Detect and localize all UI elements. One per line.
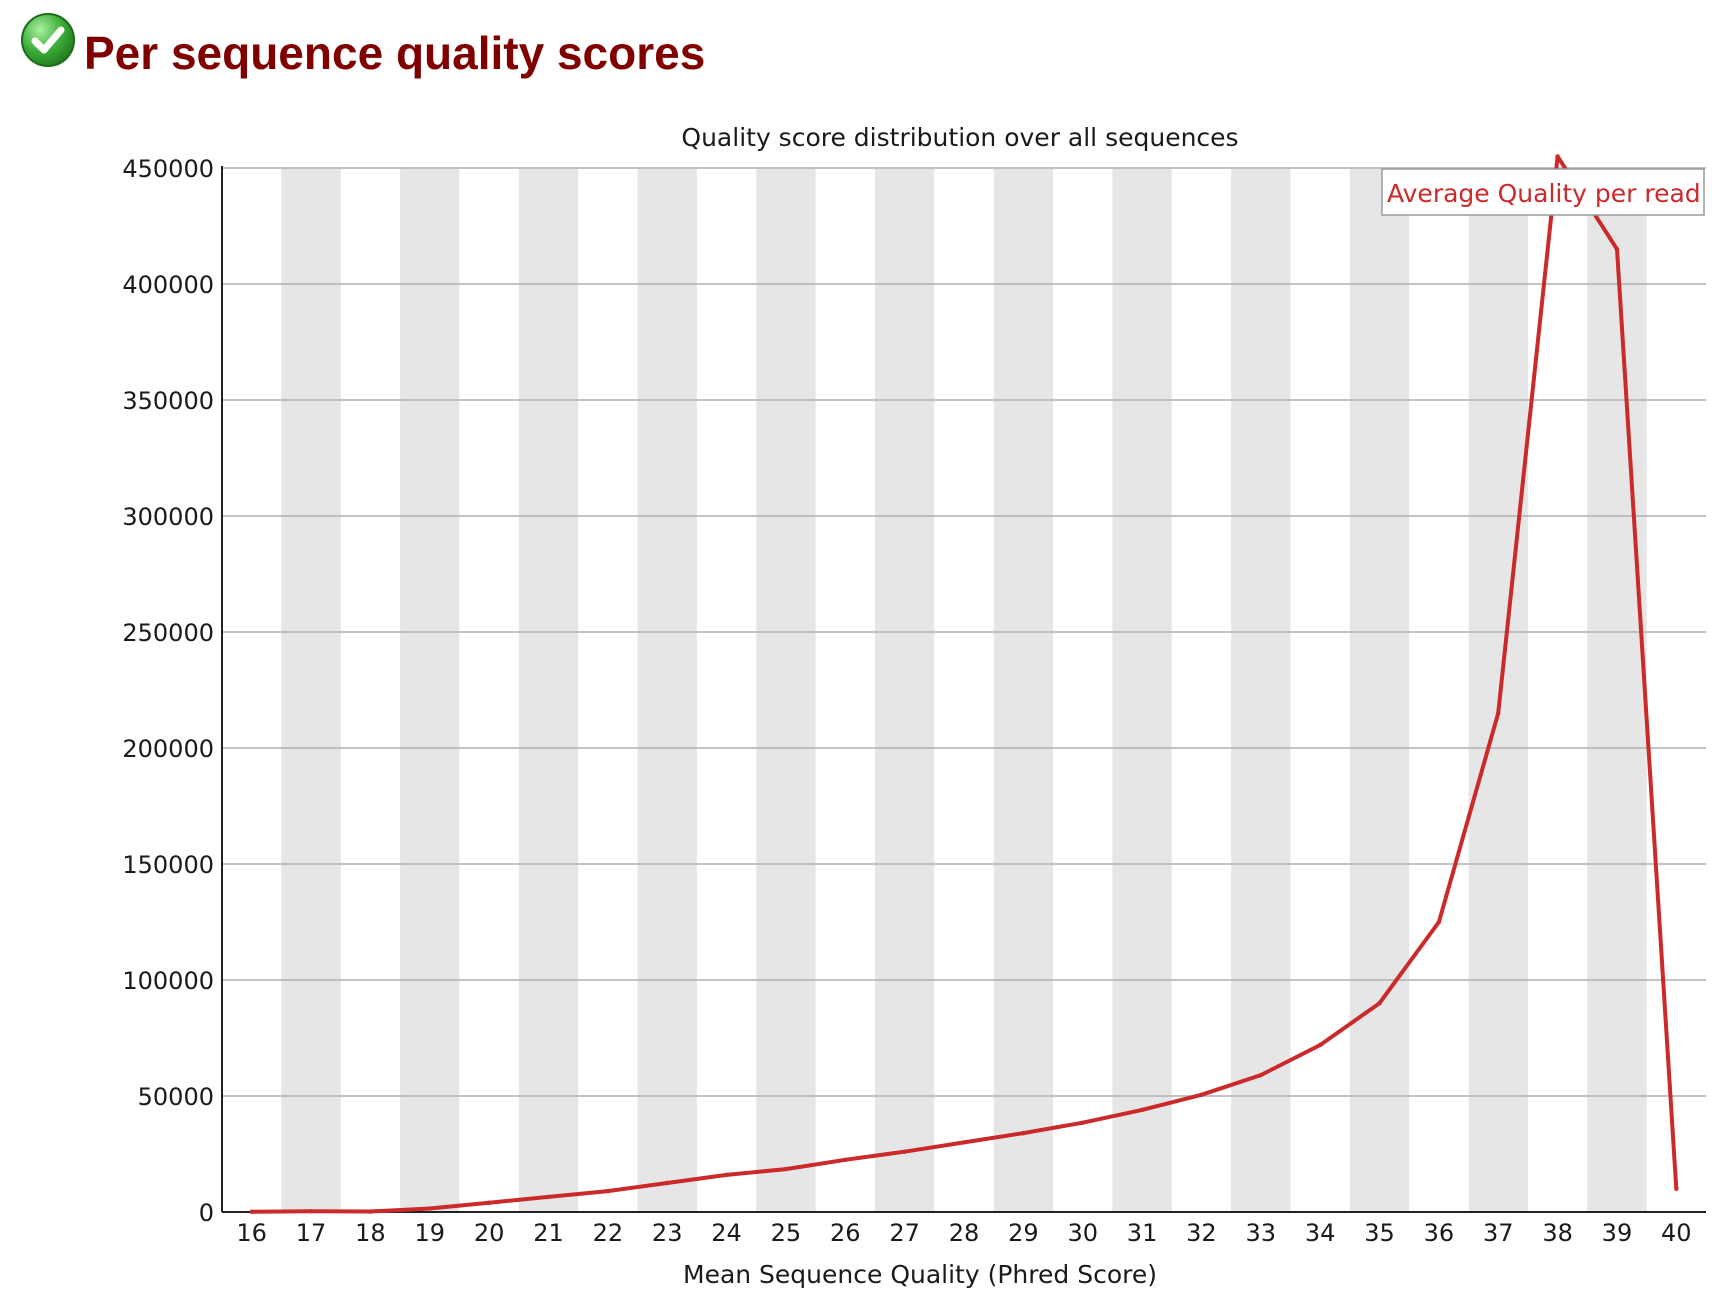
- y-tick-label: 200000: [122, 735, 214, 763]
- data-point: [1674, 1186, 1679, 1192]
- data-point: [1317, 1042, 1323, 1048]
- series-line: [251, 154, 1679, 1214]
- data-point: [1258, 1072, 1264, 1078]
- data-point: [1496, 711, 1501, 716]
- data-point: [724, 1172, 729, 1178]
- check-circle-icon: [20, 12, 80, 72]
- x-band: [637, 168, 697, 1212]
- x-tick-label: 18: [355, 1219, 386, 1247]
- x-tick-label: 38: [1542, 1219, 1573, 1247]
- x-band: [1587, 168, 1647, 1212]
- y-tick-label: 400000: [122, 271, 214, 299]
- data-point: [1614, 247, 1620, 252]
- x-tick-label: 35: [1364, 1219, 1395, 1247]
- data-point: [1555, 154, 1560, 159]
- x-tick-label: 28: [949, 1219, 980, 1247]
- data-point: [902, 1149, 907, 1154]
- data-point: [665, 1180, 670, 1186]
- x-tick-label: 22: [593, 1219, 624, 1247]
- x-tick-label: 23: [652, 1219, 683, 1247]
- data-point: [1436, 919, 1442, 925]
- x-tick-label: 20: [474, 1219, 505, 1247]
- x-tick-label: 25: [771, 1219, 802, 1247]
- x-band: [1231, 168, 1291, 1212]
- data-point: [1139, 1107, 1145, 1113]
- y-tick-label: 300000: [122, 503, 214, 531]
- y-tick-label: 150000: [122, 851, 214, 879]
- x-band: [1349, 168, 1410, 1212]
- data-point: [427, 1206, 432, 1211]
- data-point: [1199, 1092, 1204, 1098]
- x-tick-label: 27: [889, 1219, 920, 1247]
- x-band: [518, 168, 579, 1212]
- x-tick-label: 24: [711, 1219, 742, 1247]
- x-tick-label: 26: [830, 1219, 861, 1247]
- data-point: [249, 1209, 254, 1214]
- x-tick-label: 30: [1067, 1219, 1098, 1247]
- x-band: [993, 168, 1054, 1212]
- y-tick-label: 350000: [122, 387, 214, 415]
- y-tick-label: 250000: [122, 619, 214, 647]
- x-band: [756, 168, 816, 1212]
- data-point: [486, 1200, 492, 1205]
- x-band: [281, 168, 341, 1212]
- data-point: [605, 1188, 611, 1194]
- data-point: [1377, 1001, 1382, 1006]
- y-tick-label: 0: [199, 1199, 214, 1227]
- x-tick-label: 17: [296, 1219, 327, 1247]
- x-axis-label: Mean Sequence Quality (Phred Score): [683, 1260, 1157, 1289]
- x-band: [874, 168, 935, 1212]
- y-tick-label: 100000: [122, 967, 214, 995]
- page-title: Per sequence quality scores: [84, 27, 706, 79]
- x-band: [400, 168, 460, 1212]
- data-point: [961, 1140, 967, 1145]
- data-point: [1021, 1130, 1026, 1136]
- x-band: [1112, 168, 1172, 1212]
- legend-box: [1381, 168, 1705, 216]
- x-tick-label: 37: [1483, 1219, 1514, 1247]
- x-tick-label: 33: [1246, 1219, 1277, 1247]
- x-tick-label: 40: [1661, 1219, 1692, 1247]
- x-tick-label: 32: [1186, 1219, 1217, 1247]
- y-tick-label: 50000: [138, 1083, 214, 1111]
- legend: Average Quality per read: [1381, 168, 1705, 216]
- x-tick-label: 16: [236, 1219, 267, 1247]
- data-point: [1080, 1120, 1085, 1125]
- data-point: [368, 1209, 373, 1214]
- y-tick-label: 450000: [122, 155, 214, 183]
- x-tick-label: 36: [1424, 1219, 1455, 1247]
- data-point: [843, 1157, 848, 1163]
- data-point: [546, 1194, 551, 1200]
- x-tick-label: 34: [1305, 1219, 1336, 1247]
- x-tick-label: 31: [1127, 1219, 1158, 1247]
- x-tick-label: 19: [414, 1219, 445, 1247]
- x-tick-label: 29: [1008, 1219, 1039, 1247]
- x-tick-label: 39: [1602, 1219, 1633, 1247]
- data-point: [783, 1166, 789, 1172]
- x-tick-label: 21: [533, 1219, 564, 1247]
- legend-entry: Average Quality per read: [1387, 179, 1701, 208]
- chart-title: Quality score distribution over all sequ…: [681, 123, 1238, 152]
- x-band: [1468, 168, 1528, 1212]
- data-point: [308, 1209, 314, 1214]
